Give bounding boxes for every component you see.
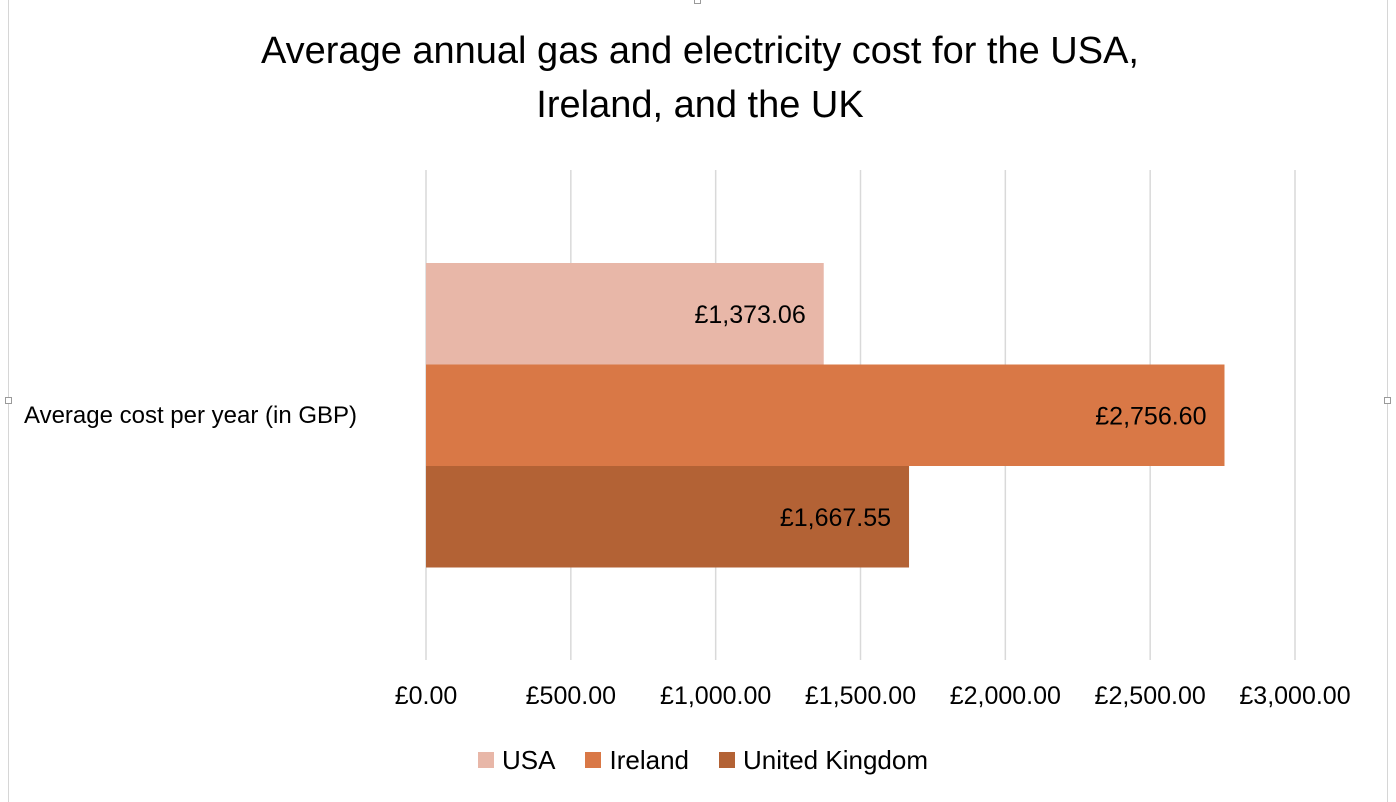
data-label: £2,756.60: [1095, 402, 1206, 430]
x-tick-label: £0.00: [395, 682, 458, 710]
bar-ireland[interactable]: [426, 364, 1225, 467]
data-label: £1,373.06: [695, 301, 806, 329]
x-tick-label: £3,000.00: [1239, 682, 1350, 710]
x-tick-label: £2,000.00: [950, 682, 1061, 710]
legend[interactable]: USA Ireland United Kingdom: [0, 742, 1396, 778]
legend-swatch: [718, 752, 735, 768]
x-tick-label: £1,000.00: [660, 682, 771, 710]
bar-united-kingdom[interactable]: [426, 466, 910, 568]
legend-item[interactable]: United Kingdom: [718, 745, 928, 775]
chart-title[interactable]: Average annual gas and electricity cost …: [260, 30, 1139, 126]
x-tick-label: £2,500.00: [1095, 682, 1206, 710]
resize-handle-right[interactable]: [1384, 397, 1391, 404]
data-label: £1,667.55: [780, 504, 891, 532]
legend-swatch: [585, 752, 602, 768]
bar-usa[interactable]: [426, 263, 824, 365]
resize-handle-top[interactable]: [694, 0, 701, 4]
y-category-label: Average cost per year (in GBP): [24, 402, 357, 429]
legend-item[interactable]: USA: [478, 745, 555, 775]
legend-swatch: [478, 752, 495, 768]
legend-item[interactable]: Ireland: [585, 745, 689, 775]
resize-handle-left[interactable]: [5, 397, 12, 404]
legend-label: United Kingdom: [742, 745, 928, 775]
x-tick-label: £500.00: [526, 682, 616, 710]
legend-label: Ireland: [609, 745, 689, 775]
legend-label: USA: [502, 745, 556, 775]
x-tick-label: £1,500.00: [805, 682, 916, 710]
